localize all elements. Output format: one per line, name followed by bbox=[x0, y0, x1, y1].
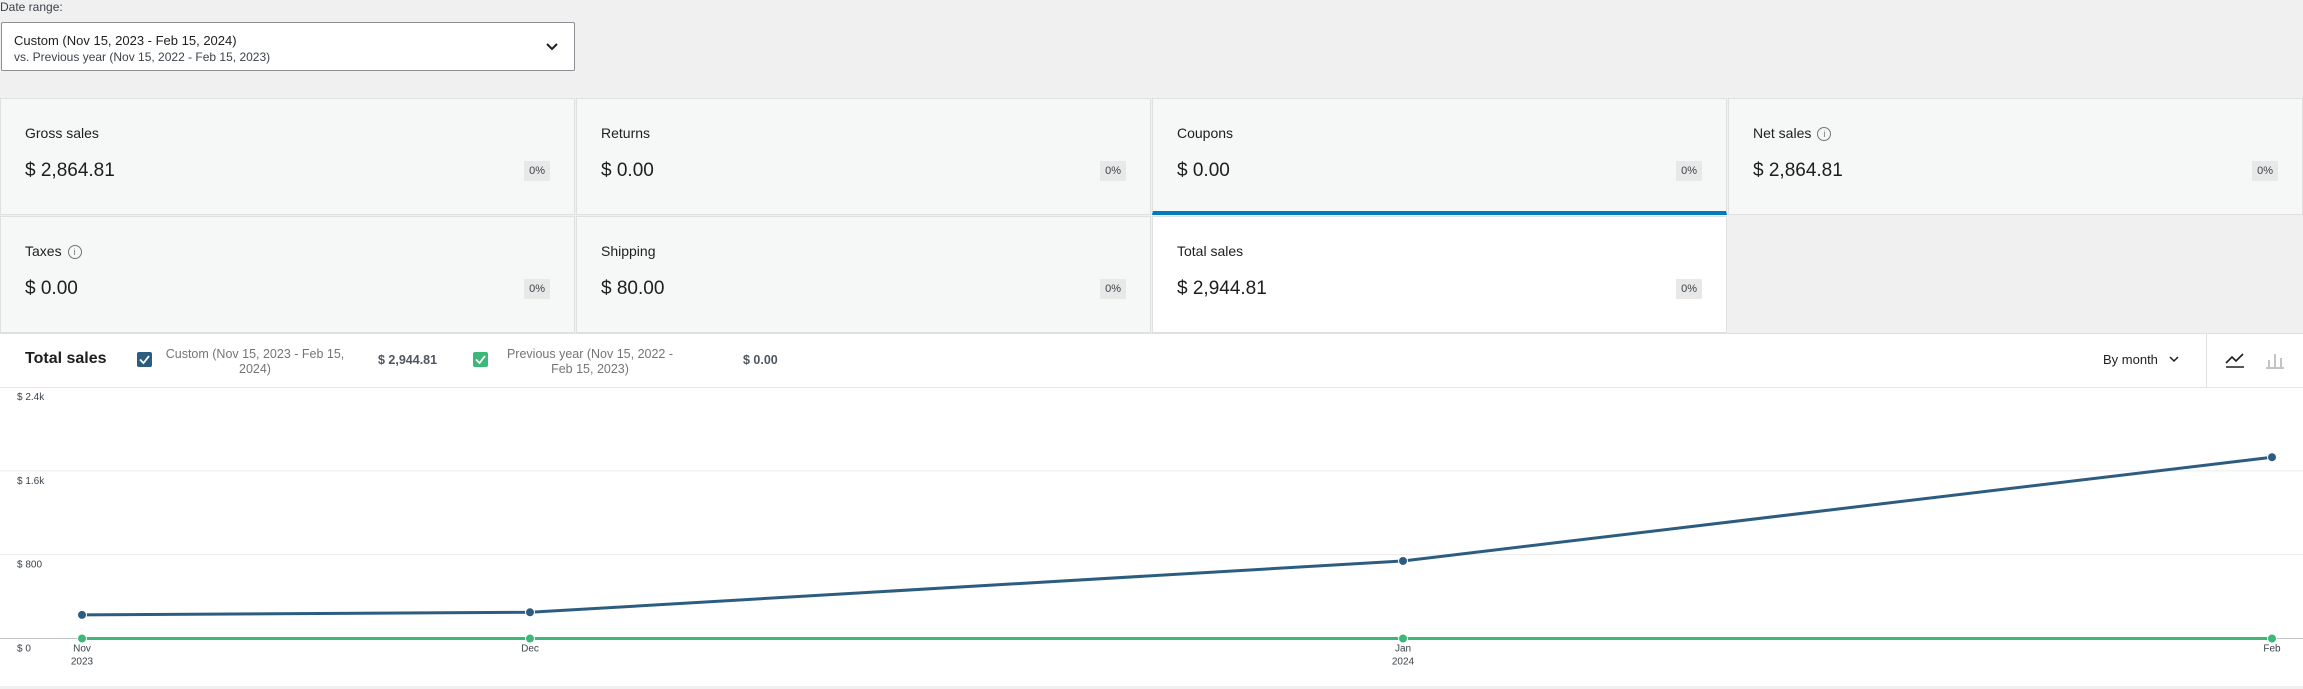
interval-select[interactable]: By month bbox=[2103, 352, 2180, 367]
metric-delta: 0% bbox=[1100, 279, 1126, 299]
chevron bbox=[546, 43, 558, 51]
y-tick-label: $ 2.4k bbox=[17, 392, 45, 403]
check bbox=[139, 355, 150, 365]
interval-label: By month bbox=[2103, 352, 2158, 367]
metric-label: Shipping bbox=[601, 243, 656, 259]
metric-value: $ 0.00 bbox=[601, 160, 654, 181]
data-point bbox=[77, 633, 87, 644]
metric-delta: 0% bbox=[524, 279, 550, 299]
metric-label-text: Net sales bbox=[1753, 125, 1812, 141]
data-point bbox=[2267, 633, 2277, 644]
metric-tile[interactable]: Shipping $ 80.00 0% bbox=[576, 216, 1151, 333]
x-tick-label: Nov bbox=[73, 644, 91, 655]
legend-checkbox[interactable] bbox=[137, 352, 152, 367]
metric-label: Returns bbox=[601, 125, 650, 141]
separator bbox=[2206, 334, 2207, 387]
metric-label-text: Taxes bbox=[25, 243, 62, 259]
metric-tile[interactable]: Total sales $ 2,944.81 0% bbox=[1152, 216, 1727, 333]
x-tick-label: Dec bbox=[521, 644, 539, 655]
x-tick-label: 2023 bbox=[71, 657, 94, 668]
data-point bbox=[2267, 452, 2277, 463]
chart-title: Total sales bbox=[25, 350, 107, 367]
info-icon: i bbox=[67, 245, 82, 260]
data-point bbox=[1398, 633, 1408, 644]
y-tick-label: $ 1.6k bbox=[17, 476, 45, 487]
metric-label-text: Shipping bbox=[601, 243, 656, 259]
metric-tile[interactable]: Taxes i $ 0.00 0% bbox=[0, 216, 575, 333]
metric-delta: 0% bbox=[2252, 161, 2278, 181]
y-tick-label: $ 800 bbox=[17, 560, 42, 571]
info-icon: i bbox=[1817, 127, 1832, 142]
line-chart-icon[interactable] bbox=[2224, 350, 2246, 370]
metric-value: $ 0.00 bbox=[1177, 160, 1230, 181]
x-tick-label: Jan bbox=[1395, 644, 1411, 655]
empty-cell bbox=[1727, 216, 2303, 333]
legend-name: Previous year (Nov 15, 2022 - Feb 15, 20… bbox=[506, 347, 674, 376]
date-range-dropdown[interactable]: Custom (Nov 15, 2023 - Feb 15, 2024) vs.… bbox=[1, 22, 575, 71]
x-tick-label: 2024 bbox=[1392, 657, 1415, 668]
metric-delta: 0% bbox=[524, 161, 550, 181]
metric-label: Total sales bbox=[1177, 243, 1243, 259]
metric-tile[interactable]: Net sales i $ 2,864.81 0% bbox=[1728, 98, 2303, 215]
metric-label: Taxes i bbox=[25, 243, 82, 260]
metric-label: Gross sales bbox=[25, 125, 99, 141]
metric-label-text: Coupons bbox=[1177, 125, 1234, 141]
legend-name: Custom (Nov 15, 2023 - Feb 15, 2024) bbox=[165, 347, 345, 376]
metric-value: $ 0.00 bbox=[25, 278, 78, 299]
metric-label-text: Returns bbox=[601, 125, 651, 141]
data-point bbox=[525, 633, 535, 644]
metric-label: Net sales i bbox=[1753, 125, 1832, 142]
data-point bbox=[525, 607, 535, 618]
data-point bbox=[77, 609, 87, 620]
date-range-secondary: vs. Previous year (Nov 15, 2022 - Feb 15… bbox=[14, 50, 271, 64]
metric-tile[interactable]: Returns $ 0.00 0% bbox=[576, 98, 1151, 215]
metric-delta: 0% bbox=[1100, 161, 1126, 181]
metric-label-text: Gross sales bbox=[25, 125, 99, 141]
legend-total: $ 0.00 bbox=[743, 353, 778, 367]
date-range-primary: Custom (Nov 15, 2023 - Feb 15, 2024) bbox=[14, 33, 237, 48]
metric-label-text: Total sales bbox=[1177, 243, 1244, 259]
metric-delta: 0% bbox=[1676, 279, 1702, 299]
data-point bbox=[1398, 555, 1408, 566]
metric-value: $ 2,864.81 bbox=[25, 160, 115, 181]
metric-value: $ 80.00 bbox=[601, 278, 665, 299]
chart-header: Total sales Custom (Nov 15, 2023 - Feb 1… bbox=[0, 334, 2303, 388]
date-range-label: Date range: bbox=[0, 0, 63, 14]
chevron bbox=[2169, 356, 2179, 363]
bar-chart-icon[interactable] bbox=[2264, 350, 2286, 370]
chart: $ 0 $ 800 $ 1.6k $ 2.4k Nov 2023 Dec Jan 2024 Feb bbox=[0, 387, 2303, 668]
check bbox=[475, 355, 486, 365]
metric-tile[interactable]: Gross sales $ 2,864.81 0% bbox=[0, 98, 575, 215]
metric-tile[interactable]: Coupons $ 0.00 0% bbox=[1152, 98, 1727, 215]
metric-value: $ 2,864.81 bbox=[1753, 160, 1843, 181]
metric-delta: 0% bbox=[1676, 161, 1702, 181]
chart-card: Total sales Custom (Nov 15, 2023 - Feb 1… bbox=[0, 333, 2303, 686]
metric-label: Coupons bbox=[1177, 125, 1233, 141]
legend-total: $ 2,944.81 bbox=[378, 353, 438, 367]
x-tick-label: Feb bbox=[2263, 644, 2281, 655]
series-line bbox=[81, 455, 2273, 617]
y-tick-label: $ 0 bbox=[17, 644, 31, 655]
legend-checkbox[interactable] bbox=[473, 352, 488, 367]
metric-value: $ 2,944.81 bbox=[1177, 278, 1267, 299]
